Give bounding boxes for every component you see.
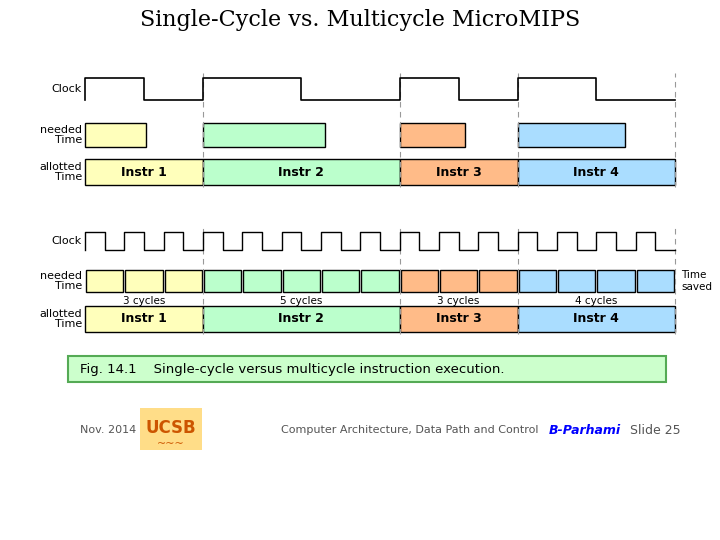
Bar	[400, 123, 464, 147]
Text: Time: Time	[55, 135, 82, 145]
Bar	[400, 306, 518, 332]
Bar	[518, 306, 675, 332]
Bar	[322, 270, 359, 292]
Bar	[283, 270, 320, 292]
Text: Instr 4: Instr 4	[573, 165, 619, 179]
Bar	[440, 270, 477, 292]
Bar	[68, 356, 666, 382]
Bar	[400, 159, 518, 185]
Bar	[165, 270, 202, 292]
Bar	[203, 159, 400, 185]
Text: allotted: allotted	[40, 309, 82, 319]
Bar	[400, 270, 438, 292]
Bar	[86, 270, 123, 292]
Text: Time: Time	[681, 270, 706, 280]
Bar	[125, 270, 163, 292]
Bar	[85, 306, 203, 332]
Text: Time: Time	[55, 172, 82, 182]
Text: Instr 1: Instr 1	[121, 313, 167, 326]
Text: Time: Time	[55, 319, 82, 329]
Text: needed: needed	[40, 125, 82, 135]
Bar	[140, 408, 202, 450]
Text: Instr 3: Instr 3	[436, 165, 482, 179]
Text: allotted: allotted	[40, 162, 82, 172]
Text: 3 cycles: 3 cycles	[123, 296, 165, 306]
Text: saved: saved	[681, 282, 712, 292]
Bar	[243, 270, 281, 292]
Text: Fig. 14.1    Single-cycle versus multicycle instruction execution.: Fig. 14.1 Single-cycle versus multicycle…	[80, 362, 505, 375]
Text: Clock: Clock	[52, 84, 82, 94]
Text: Time: Time	[55, 281, 82, 291]
Text: needed: needed	[40, 271, 82, 281]
Text: Single-Cycle vs. Multicycle MicroMIPS: Single-Cycle vs. Multicycle MicroMIPS	[140, 9, 580, 31]
Text: Instr 4: Instr 4	[573, 313, 619, 326]
Text: Instr 2: Instr 2	[279, 165, 324, 179]
Bar	[361, 270, 399, 292]
Bar	[480, 270, 517, 292]
Bar	[518, 159, 675, 185]
Bar	[598, 270, 634, 292]
Text: Nov. 2014: Nov. 2014	[80, 425, 136, 435]
Text: Computer Architecture, Data Path and Control: Computer Architecture, Data Path and Con…	[282, 425, 539, 435]
Bar	[636, 270, 674, 292]
Text: Clock: Clock	[52, 236, 82, 246]
Text: ~~~: ~~~	[157, 439, 185, 449]
Text: Instr 2: Instr 2	[279, 313, 324, 326]
Text: Instr 1: Instr 1	[121, 165, 167, 179]
Text: 5 cycles: 5 cycles	[280, 296, 323, 306]
Bar	[85, 159, 203, 185]
Text: 3 cycles: 3 cycles	[438, 296, 480, 306]
Bar	[558, 270, 595, 292]
Text: Slide 25: Slide 25	[630, 423, 680, 436]
Bar	[518, 123, 625, 147]
Text: Instr 3: Instr 3	[436, 313, 482, 326]
Bar	[85, 123, 146, 147]
Bar	[518, 270, 556, 292]
Bar	[203, 123, 325, 147]
Text: B-Parhami: B-Parhami	[549, 423, 621, 436]
Text: UCSB: UCSB	[145, 419, 197, 437]
Bar	[203, 306, 400, 332]
Text: 4 cycles: 4 cycles	[575, 296, 618, 306]
Bar	[204, 270, 241, 292]
